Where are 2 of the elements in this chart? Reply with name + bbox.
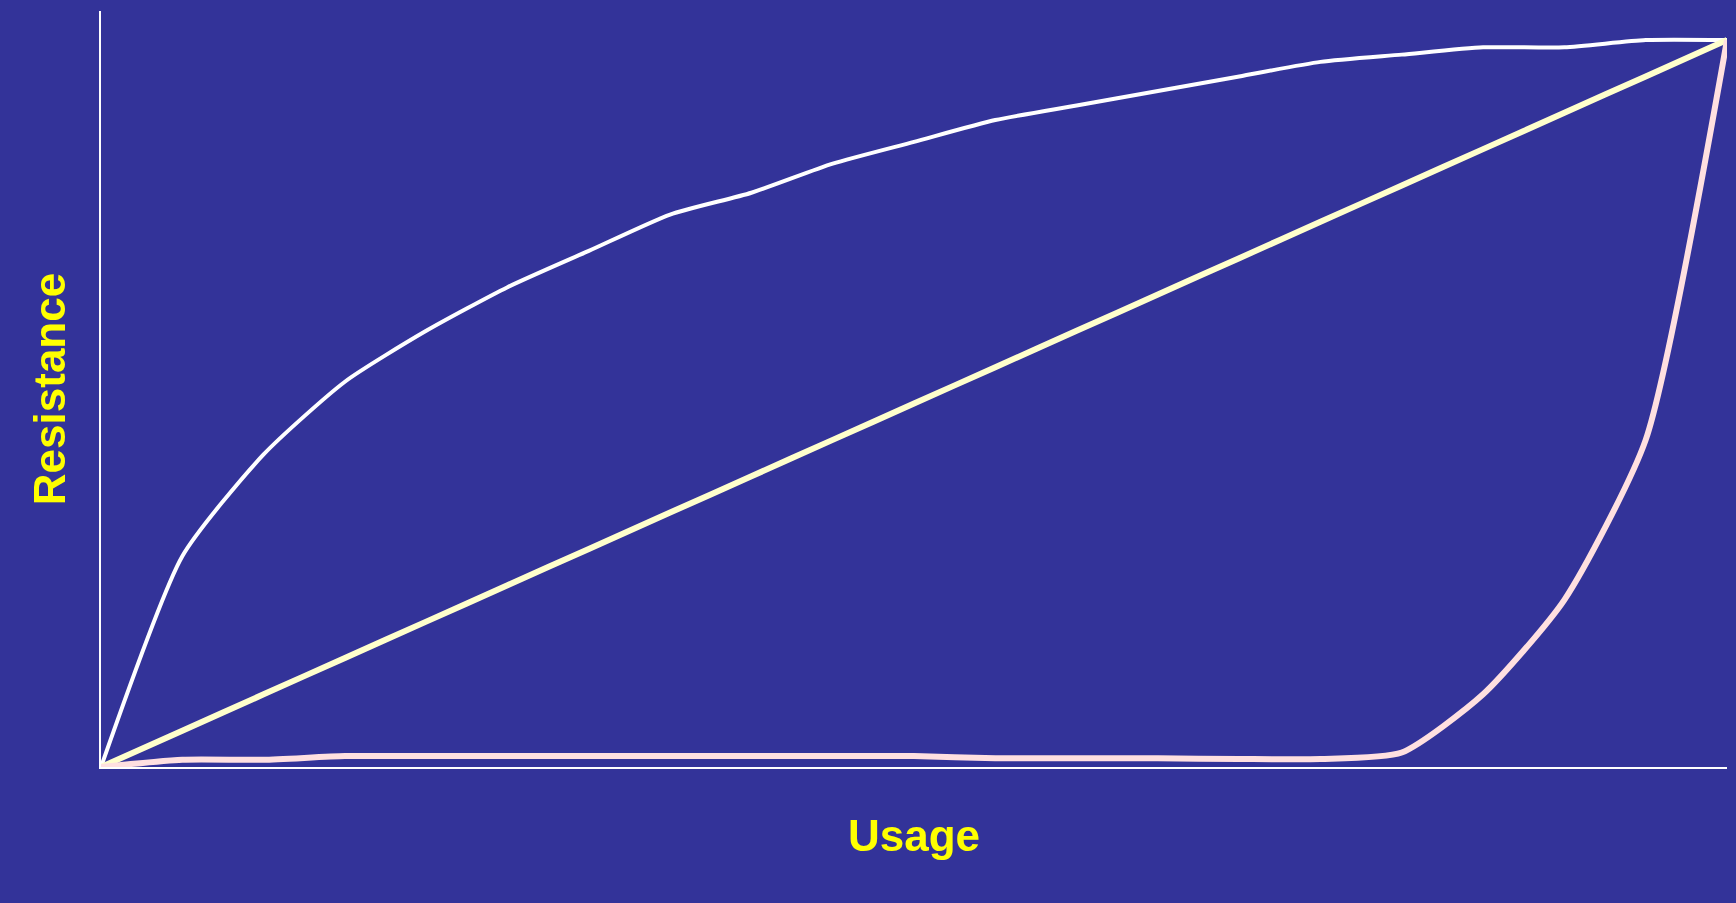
y-axis-title: Resistance <box>24 272 74 506</box>
x-axis-title: Usage <box>847 810 981 860</box>
